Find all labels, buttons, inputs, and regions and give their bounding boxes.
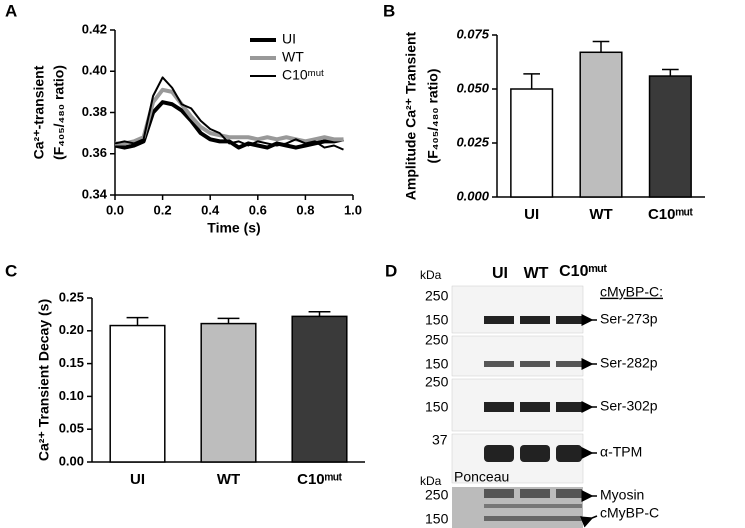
y-tick-label: 0.42 bbox=[82, 21, 107, 36]
x-tick-label: UI bbox=[130, 471, 145, 488]
y-tick-label: 0.20 bbox=[59, 322, 84, 337]
x-tick-label: C10ᵐᵘᵗ bbox=[297, 471, 343, 488]
band bbox=[520, 316, 550, 324]
band bbox=[484, 489, 514, 498]
band bbox=[520, 402, 550, 412]
y-axis-label: Ca²⁺-transient bbox=[31, 65, 47, 159]
blot-row bbox=[451, 335, 584, 377]
arrow bbox=[580, 515, 598, 528]
legend-label: WT bbox=[282, 49, 304, 65]
y-tick-label: 0.025 bbox=[456, 134, 489, 149]
kda-label: kDa bbox=[420, 474, 442, 488]
legend-label: UI bbox=[282, 31, 296, 47]
lane-label: C10ᵐᵘᵗ bbox=[559, 263, 607, 280]
bar bbox=[200, 322, 257, 463]
row-label: Myosin bbox=[600, 487, 644, 503]
x-tick-label: 0.8 bbox=[296, 202, 314, 217]
marker-label: 250 bbox=[425, 374, 449, 390]
band bbox=[556, 445, 582, 462]
marker-label: 150 bbox=[425, 511, 449, 527]
blot-panel: D kDa UI WT C10ᵐᵘᵗ cMyBP-C: 250 150 Ser-… bbox=[385, 261, 663, 528]
x-tick-label: WT bbox=[589, 206, 612, 223]
panel-letter: D bbox=[385, 261, 397, 280]
y-tick-label: 0.10 bbox=[59, 388, 84, 403]
band bbox=[484, 516, 582, 521]
y-tick-label: 0.38 bbox=[82, 104, 107, 119]
series-line bbox=[115, 87, 344, 146]
band bbox=[520, 445, 550, 462]
x-axis-label: Time (s) bbox=[207, 220, 260, 236]
bar bbox=[109, 324, 166, 463]
y-tick-label: 0.000 bbox=[456, 188, 489, 203]
x-tick-label: 0.6 bbox=[249, 202, 267, 217]
y-tick-label: 0.25 bbox=[59, 289, 84, 304]
series-line bbox=[114, 76, 344, 151]
ponceau-title: Ponceau bbox=[454, 469, 509, 485]
y-tick-label: 0.075 bbox=[456, 26, 489, 41]
y-tick-label: 0.15 bbox=[59, 355, 84, 370]
bar bbox=[579, 51, 623, 198]
x-tick-label: 1.0 bbox=[344, 202, 362, 217]
marker-label: 250 bbox=[425, 288, 449, 304]
bar bbox=[648, 75, 692, 198]
band bbox=[556, 402, 582, 412]
y-tick-label: 0.36 bbox=[82, 145, 107, 160]
band bbox=[556, 316, 582, 324]
x-tick-label: WT bbox=[217, 471, 240, 488]
lane-label: UI bbox=[492, 265, 508, 282]
band bbox=[520, 489, 550, 498]
panel-letter: A bbox=[5, 1, 17, 20]
marker-label: 37 bbox=[432, 432, 448, 448]
x-tick-label: C10ᵐᵘᵗ bbox=[648, 206, 694, 223]
band bbox=[484, 361, 514, 367]
marker-label: 150 bbox=[425, 399, 449, 415]
band bbox=[484, 504, 582, 508]
panel-letter: C bbox=[5, 261, 17, 280]
kda-label: kDa bbox=[420, 268, 442, 282]
row-label: Ser-273p bbox=[600, 311, 658, 327]
marker-label: 150 bbox=[425, 312, 449, 328]
row-label: cMyBP-C bbox=[600, 505, 659, 521]
band bbox=[484, 445, 514, 462]
row-label: Ser-282p bbox=[600, 355, 658, 371]
y-axis-label: (F₄₀₅/₄₈₀ ratio) bbox=[51, 65, 67, 160]
y-axis-label: Amplitude Ca²⁺ Transient bbox=[403, 31, 419, 200]
y-axis-label: (F₄₀₅/₄₈₀ ratio) bbox=[425, 69, 441, 164]
band bbox=[556, 361, 582, 367]
x-tick-label: UI bbox=[524, 206, 539, 223]
row-label: α-TPM bbox=[600, 444, 642, 460]
marker-label: 250 bbox=[425, 332, 449, 348]
y-tick-label: 0.05 bbox=[59, 421, 84, 436]
x-tick-label: 0.0 bbox=[106, 202, 124, 217]
marker-label: 150 bbox=[425, 356, 449, 372]
band bbox=[484, 316, 514, 324]
legend-label: C10ᵐᵘᵗ bbox=[282, 67, 324, 83]
y-tick-label: 0.40 bbox=[82, 63, 107, 78]
blot-row bbox=[451, 285, 584, 334]
marker-label: 250 bbox=[425, 487, 449, 503]
y-tick-label: 0.050 bbox=[456, 80, 489, 95]
y-axis-label: Ca²⁺ Transient Decay (s) bbox=[36, 299, 52, 461]
bar bbox=[291, 315, 348, 463]
series-line bbox=[114, 100, 344, 150]
x-tick-label: 0.2 bbox=[154, 202, 172, 217]
bar bbox=[510, 88, 554, 198]
panel-letter: B bbox=[383, 1, 395, 20]
y-tick-label: 0.34 bbox=[82, 186, 108, 201]
band bbox=[520, 361, 550, 367]
y-tick-label: 0.00 bbox=[59, 453, 84, 468]
band bbox=[484, 402, 514, 412]
protein-label: cMyBP-C: bbox=[600, 284, 663, 300]
band bbox=[556, 489, 582, 498]
lane-label: WT bbox=[524, 265, 549, 282]
x-tick-label: 0.4 bbox=[201, 202, 220, 217]
row-label: Ser-302p bbox=[600, 398, 658, 414]
